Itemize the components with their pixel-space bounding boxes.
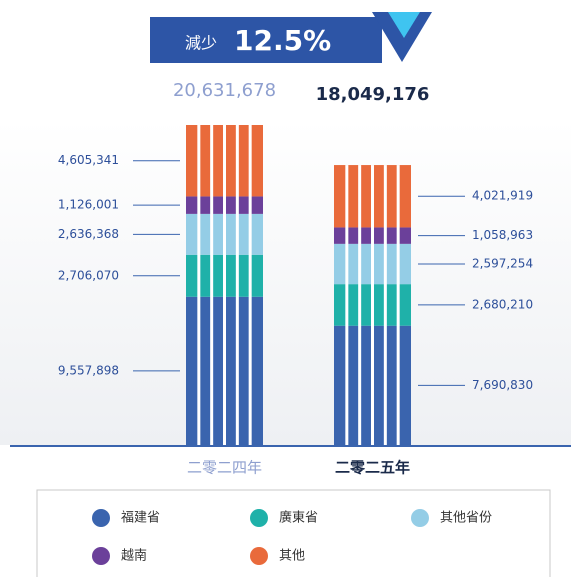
- legend-label: 廣東省: [279, 510, 318, 526]
- legend-swatch: [92, 509, 110, 527]
- value-label: 1,126,001: [58, 198, 119, 212]
- bar-stripe-gap: [210, 125, 214, 445]
- legend-swatch: [411, 509, 429, 527]
- bar-stripe-gap: [358, 165, 362, 446]
- value-label: 2,636,368: [58, 227, 119, 241]
- value-label: 4,021,919: [472, 189, 533, 203]
- legend-label: 其他省份: [440, 511, 492, 526]
- legend-swatch: [250, 547, 268, 565]
- change-value: 12.5%: [234, 24, 331, 57]
- legend-swatch: [92, 547, 110, 565]
- x-tick-label: 二零二四年: [187, 459, 262, 477]
- total-label: 18,049,176: [316, 84, 430, 105]
- banner-icon: [372, 12, 432, 62]
- total-label: 20,631,678: [173, 80, 276, 101]
- value-label: 1,058,963: [472, 228, 533, 242]
- change-text: 減少: [185, 34, 217, 53]
- bar-stripe-gap: [371, 165, 374, 446]
- x-tick-label: 二零二五年: [335, 459, 410, 477]
- banner-icon-inner: [388, 12, 420, 38]
- value-label: 4,605,341: [58, 153, 119, 167]
- background: [0, 120, 571, 445]
- legend-swatch: [250, 509, 268, 527]
- legend-label: 福建省: [121, 511, 160, 526]
- bar-stripe-gap: [383, 165, 387, 446]
- value-label: 9,557,898: [58, 363, 119, 377]
- banner: [150, 17, 382, 63]
- bar-stripe-gap: [248, 125, 252, 445]
- bar-stripe-gap: [197, 125, 201, 445]
- value-label: 7,690,830: [472, 378, 533, 392]
- bar-stripe-gap: [223, 125, 226, 445]
- bar-stripe-gap: [396, 165, 400, 446]
- value-label: 2,680,210: [472, 297, 533, 311]
- legend-label: 其他: [279, 549, 305, 564]
- legend-label: 越南: [121, 548, 147, 564]
- value-label: 2,597,254: [472, 257, 533, 271]
- legend: [36, 489, 551, 577]
- bar-stripe-gap: [345, 165, 349, 446]
- bar-stripe-gap: [235, 125, 239, 445]
- value-label: 2,706,070: [58, 268, 119, 282]
